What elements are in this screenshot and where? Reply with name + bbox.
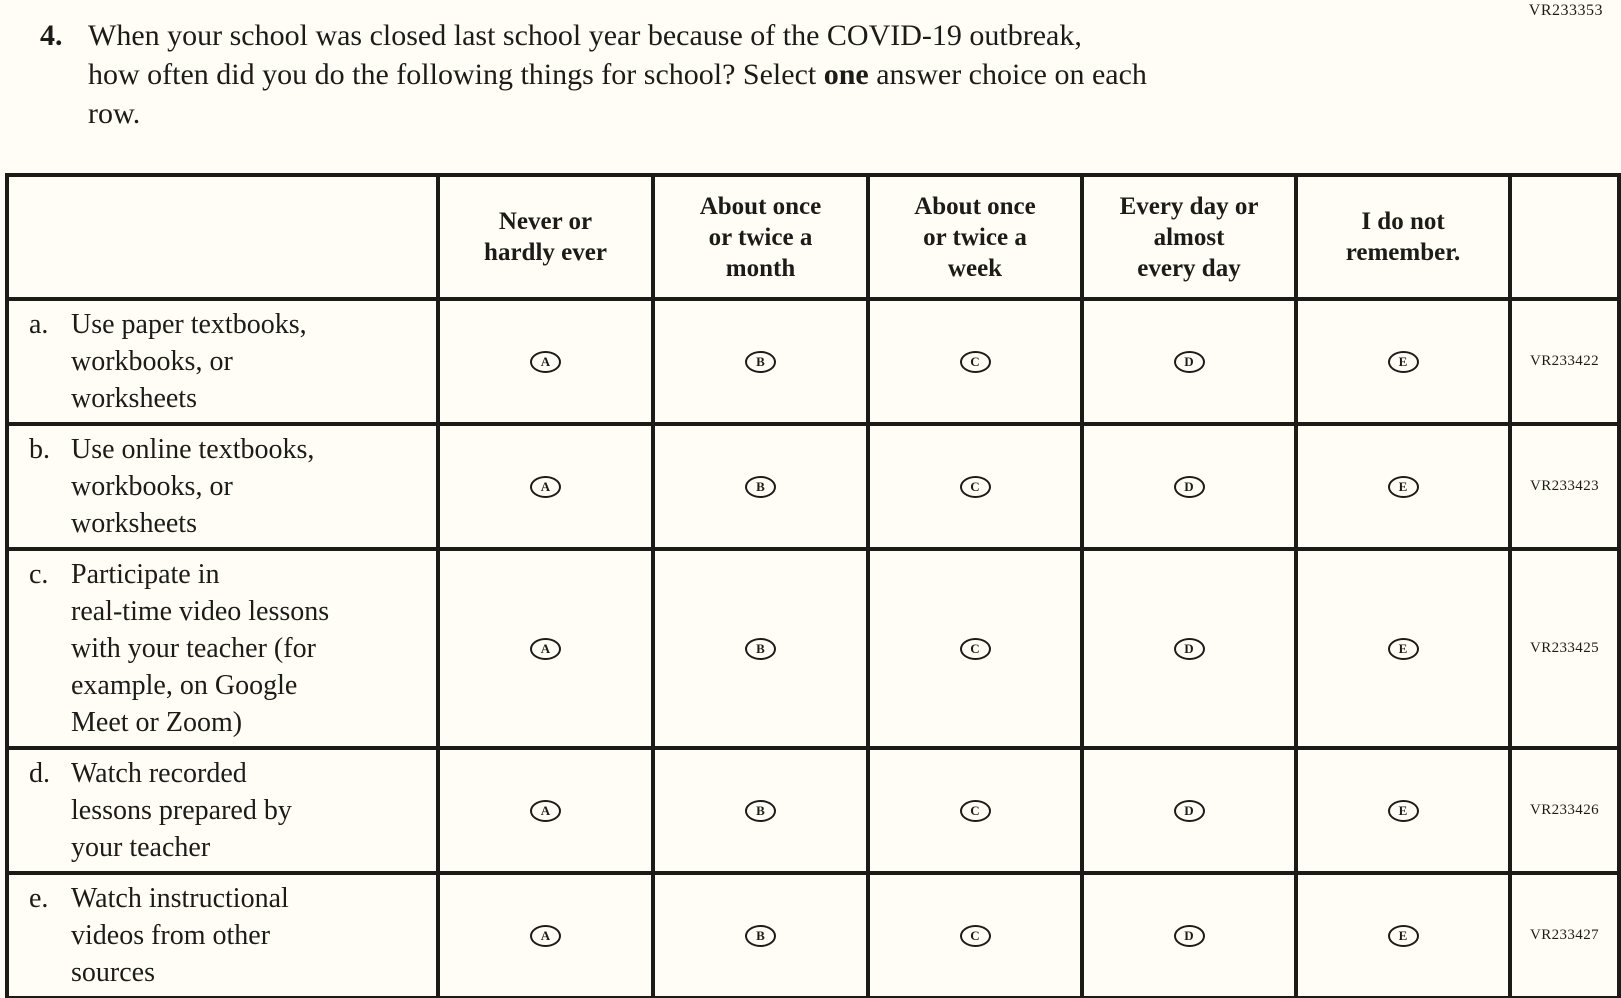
row-d-label: Watch recorded lessons prepared by your … [71,758,292,863]
row-c-option-cell-c: C [866,547,1084,750]
table-row-c: c. Participate in real-time video lesson… [5,547,1621,750]
row-b-option-cell-d: D [1080,422,1298,551]
row-b-choice-bubble-e[interactable]: E [1387,475,1419,498]
row-c-option-cell-e: E [1294,547,1512,750]
header-empty-item-cell [5,173,440,301]
row-d-choice-bubble-b[interactable]: B [745,799,776,822]
row-d-item: d. Watch recorded lessons prepared by yo… [5,746,440,875]
row-d-choice-bubble-d[interactable]: D [1173,799,1205,822]
table-row-b: b. Use online textbooks, workbooks, or w… [5,422,1621,551]
table-row-a: a. Use paper textbooks, workbooks, or wo… [5,297,1621,426]
question-number: 4. [40,19,63,52]
row-d-option-cell-b: B [651,746,870,875]
row-c-choice-bubble-e[interactable]: E [1387,637,1419,660]
row-a-choice-bubble-a[interactable]: A [530,350,561,373]
row-d-option-cell-e: E [1294,746,1512,875]
question-line-3: row. [88,97,141,130]
header-once-twice-month: About once or twice a month [651,173,870,301]
row-c-letter: c. [29,559,49,590]
row-e-choice-bubble-c[interactable]: C [959,924,991,947]
page-code: VR233353 [1528,2,1603,19]
row-a-option-cell-e: E [1294,297,1512,426]
row-e-choice-bubble-b[interactable]: B [745,924,776,947]
row-b-choice-bubble-b[interactable]: B [745,475,776,498]
table-row-d: d. Watch recorded lessons prepared by yo… [5,746,1621,875]
row-b-option-cell-c: C [866,422,1084,551]
row-a-choice-bubble-d[interactable]: D [1173,350,1205,373]
row-a-choice-bubble-b[interactable]: B [745,350,776,373]
row-b-item: b. Use online textbooks, workbooks, or w… [5,422,440,551]
row-e-label: Watch instructional videos from other so… [71,883,289,988]
row-b-option-cell-b: B [651,422,870,551]
header-empty-code-cell [1508,173,1621,301]
row-a-letter: a. [29,309,49,340]
question-line-2-post: answer choice on each [876,58,1147,91]
row-e-option-cell-d: D [1080,871,1298,998]
row-c-label: Participate in real-time video lessons w… [71,559,330,738]
row-c-option-cell-b: B [651,547,870,750]
row-e-code: VR233427 [1508,871,1621,998]
row-c-choice-bubble-d[interactable]: D [1173,637,1205,660]
row-c-choice-bubble-c[interactable]: C [959,637,991,660]
row-b-option-cell-e: E [1294,422,1512,551]
row-a-option-cell-d: D [1080,297,1298,426]
row-b-code: VR233423 [1508,422,1621,551]
header-row: Never or hardly ever About once or twice… [5,173,1621,301]
row-e-choice-bubble-d[interactable]: D [1173,924,1205,947]
row-e-item: e. Watch instructional videos from other… [5,871,440,998]
row-b-choice-bubble-a[interactable]: A [530,475,561,498]
row-c-option-cell-a: A [436,547,655,750]
row-d-code: VR233426 [1508,746,1621,875]
row-b-letter: b. [29,434,50,465]
row-a-option-cell-c: C [866,297,1084,426]
row-c-code: VR233425 [1508,547,1621,750]
table-row-e: e. Watch instructional videos from other… [5,871,1621,998]
row-b-label: Use online textbooks, workbooks, or work… [71,434,315,539]
row-e-option-cell-e: E [1294,871,1512,998]
question-bold-word: one [823,58,869,91]
row-a-option-cell-b: B [651,297,870,426]
row-b-choice-bubble-d[interactable]: D [1173,475,1205,498]
row-d-option-cell-a: A [436,746,655,875]
header-every-day: Every day or almost every day [1080,173,1298,301]
row-e-letter: e. [29,883,49,914]
row-b-choice-bubble-c[interactable]: C [959,475,991,498]
response-matrix: Never or hardly ever About once or twice… [5,173,1621,998]
row-a-option-cell-a: A [436,297,655,426]
header-never-or-hardly-ever: Never or hardly ever [436,173,655,301]
row-d-letter: d. [29,758,50,789]
row-a-code: VR233422 [1508,297,1621,426]
row-d-choice-bubble-e[interactable]: E [1387,799,1419,822]
row-d-choice-bubble-c[interactable]: C [959,799,991,822]
row-e-choice-bubble-e[interactable]: E [1387,924,1419,947]
row-e-option-cell-c: C [866,871,1084,998]
row-b-option-cell-a: A [436,422,655,551]
question-block: 4. When your school was closed last scho… [0,0,1621,133]
question-text: When your school was closed last school … [88,16,1147,133]
row-a-choice-bubble-c[interactable]: C [959,350,991,373]
row-e-option-cell-b: B [651,871,870,998]
row-c-choice-bubble-b[interactable]: B [745,637,776,660]
row-e-choice-bubble-a[interactable]: A [530,924,561,947]
row-a-item: a. Use paper textbooks, workbooks, or wo… [5,297,440,426]
row-c-choice-bubble-a[interactable]: A [530,637,561,660]
row-a-label: Use paper textbooks, workbooks, or works… [71,309,307,414]
row-c-item: c. Participate in real-time video lesson… [5,547,440,750]
row-d-option-cell-d: D [1080,746,1298,875]
row-e-option-cell-a: A [436,871,655,998]
question-line-1: When your school was closed last school … [88,19,1082,52]
question-line-2-pre: how often did you do the following thing… [88,58,817,91]
header-once-twice-week: About once or twice a week [866,173,1084,301]
header-do-not-remember: I do not remember. [1294,173,1512,301]
row-c-option-cell-d: D [1080,547,1298,750]
row-d-choice-bubble-a[interactable]: A [530,799,561,822]
row-a-choice-bubble-e[interactable]: E [1387,350,1419,373]
row-d-option-cell-c: C [866,746,1084,875]
